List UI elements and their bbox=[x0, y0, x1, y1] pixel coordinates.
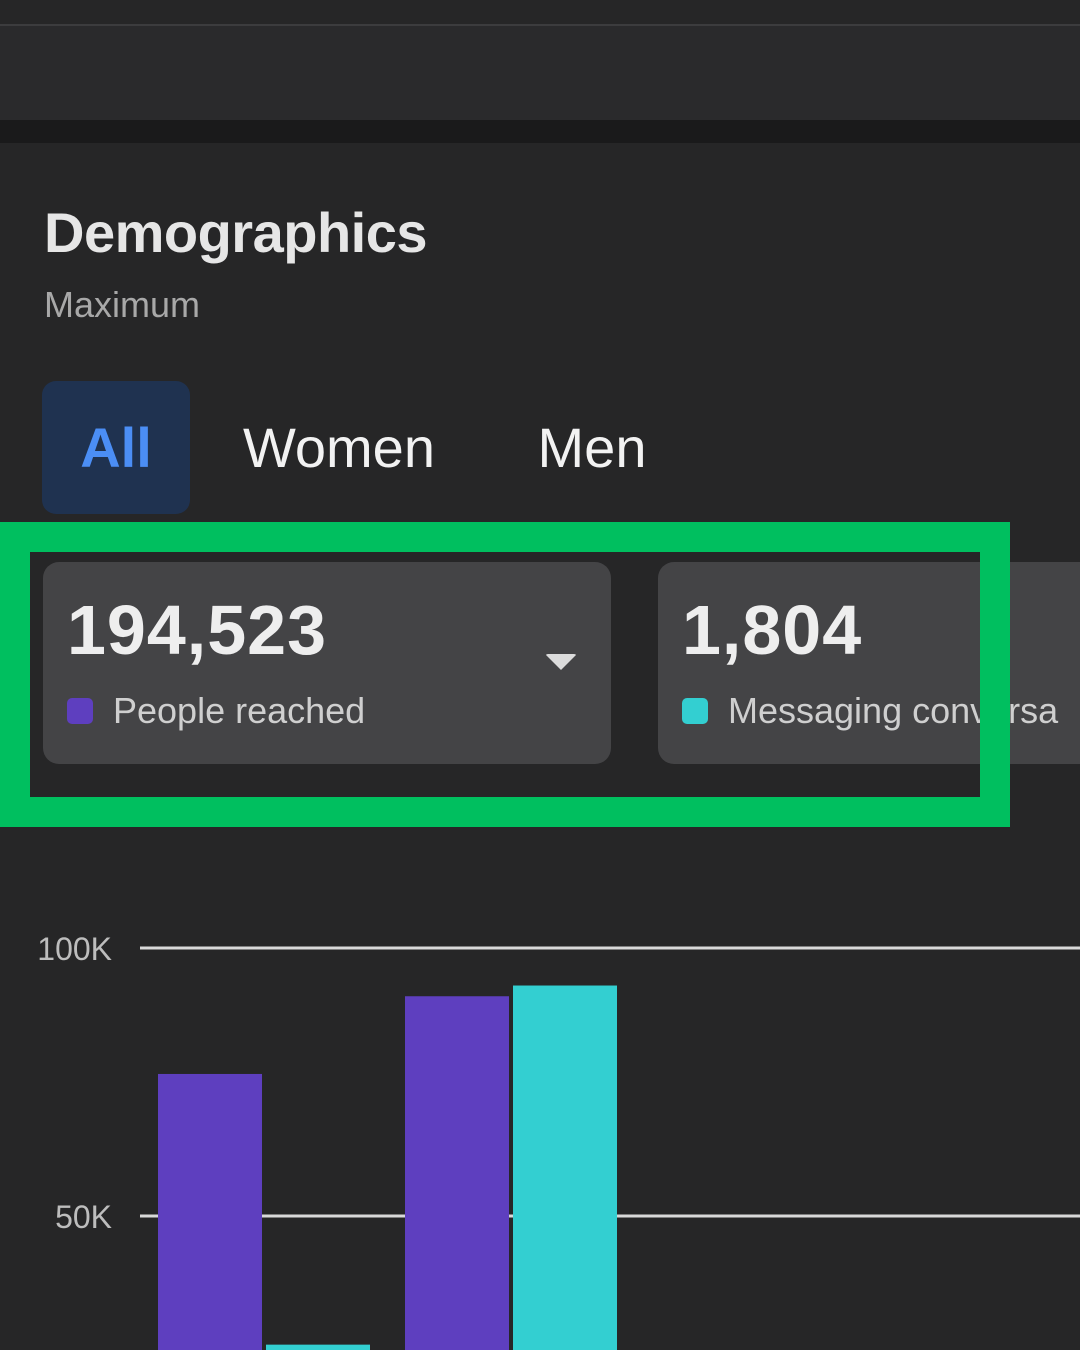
metric-label-row: Messaging conversa bbox=[682, 690, 1058, 732]
metric-value: 194,523 bbox=[67, 591, 328, 669]
demographics-chart: 100K 50K bbox=[0, 900, 1080, 1350]
metric-card-messaging[interactable]: 1,804 Messaging conversa bbox=[658, 562, 1080, 764]
metric-label: People reached bbox=[113, 690, 366, 731]
legend-swatch-teal bbox=[682, 698, 708, 724]
tab-all[interactable]: All bbox=[42, 381, 190, 514]
bar-series1-group0[interactable] bbox=[266, 1344, 370, 1350]
section-subtitle: Maximum bbox=[44, 284, 201, 325]
metric-label: Messaging conversa bbox=[728, 690, 1059, 731]
bar-series1-group1[interactable] bbox=[513, 985, 617, 1350]
bar-chart-svg: 100K 50K bbox=[37, 931, 1080, 1350]
y-tick-label-1: 50K bbox=[55, 1199, 112, 1235]
top-bar bbox=[0, 24, 1080, 120]
legend-swatch-purple bbox=[67, 698, 93, 724]
metric-card-people-reached[interactable]: 194,523 People reached bbox=[43, 562, 611, 764]
tab-women[interactable]: Women bbox=[243, 416, 435, 479]
status-strip bbox=[0, 0, 1080, 24]
section-divider bbox=[0, 120, 1080, 143]
bar-series0-group1[interactable] bbox=[405, 996, 509, 1350]
chevron-down-icon[interactable] bbox=[545, 654, 577, 670]
tab-men[interactable]: Men bbox=[537, 416, 647, 479]
bar-series0-group0[interactable] bbox=[158, 1073, 262, 1350]
section-title: Demographics bbox=[44, 201, 428, 264]
y-tick-label-0: 100K bbox=[37, 931, 112, 967]
metric-label-row: People reached bbox=[67, 690, 365, 732]
metric-value: 1,804 bbox=[682, 591, 863, 669]
